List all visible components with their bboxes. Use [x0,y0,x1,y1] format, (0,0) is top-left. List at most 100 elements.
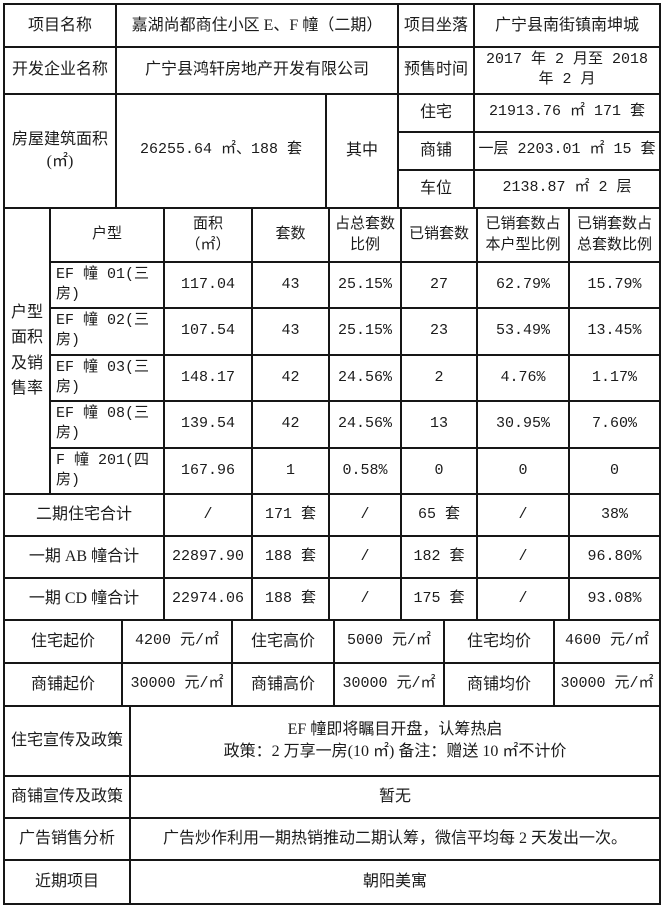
unit-name: EF 幢 01(三房) [49,260,165,309]
unit-ratio-total: 25.15% [328,307,402,356]
summary-sold-ratio-type: / [476,535,570,579]
col-header-sold: 已销套数 [400,206,478,263]
unit-count: 42 [251,353,330,402]
unit-area: 107.54 [163,307,253,356]
unit-sold-ratio-total: 13.45% [568,307,661,356]
building-area-value: 26255.64 ㎡、188 套 [115,92,327,209]
unit-sold-ratio-type: 30.95% [476,400,570,449]
recent-project-label: 近期项目 [3,859,131,905]
shop-high-price-label: 商铺高价 [231,662,335,707]
unit-count: 42 [251,400,330,449]
unit-row: F 幢 201(四房) 167.96 1 0.58% 0 0 0 [4,446,661,495]
breakdown-residential-label: 住宅 [397,92,475,133]
unit-ratio-total: 0.58% [328,446,402,495]
summary-label: 二期住宅合计 [3,493,165,537]
shop-start-price-value: 30000 元/㎡ [121,662,233,707]
table-row: 住宅宣传及政策 EF 幢即将瞩目开盘，认筹热启 政策：2 万享一房(10 ㎡) … [3,705,661,777]
summary-sold: 65 套 [400,493,478,537]
unit-area: 117.04 [163,260,253,309]
summary-ratio-total: / [328,493,402,537]
unit-name: EF 幢 03(三房) [49,353,165,402]
summary-label: 一期 CD 幢合计 [3,577,165,621]
unit-count: 1 [251,446,330,495]
breakdown-parking-label: 车位 [397,168,475,209]
summary-row: 一期 AB 幢合计 22897.90 188 套 / 182 套 / 96.80… [3,535,661,579]
breakdown-parking-value: 2138.87 ㎡ 2 层 [473,168,661,209]
unit-sold-ratio-type: 62.79% [476,260,570,309]
unit-sold-ratio-type: 53.49% [476,307,570,356]
unit-ratio-total: 24.56% [328,400,402,449]
project-name-value: 嘉湖尚都商住小区 E、F 幢（二期） [115,3,399,48]
col-header-ratio-total: 占总套数 比例 [328,206,402,263]
developer-label: 开发企业名称 [3,46,117,95]
residential-start-price-label: 住宅起价 [3,619,123,664]
unit-sold: 2 [400,353,478,402]
project-location-label: 项目坐落 [397,3,475,48]
unit-table-header-row: 户型面积及销售率 户型 面积 （㎡） 套数 占总套数 比例 已销套数 已销套数占… [3,206,661,495]
unit-sold-ratio-type: 0 [476,446,570,495]
residential-promo-value: EF 幢即将瞩目开盘，认筹热启 政策：2 万享一房(10 ㎡) 备注：赠送 10… [129,705,661,777]
summary-area: / [163,493,253,537]
table-row: 近期项目 朝阳美寓 [3,859,661,905]
section-label-unit-sales: 户型面积及销售率 [3,206,51,495]
summary-area: 22897.90 [163,535,253,579]
shop-high-price-value: 30000 元/㎡ [333,662,445,707]
col-header-unit-type: 户型 [49,206,165,263]
project-location-value: 广宁县南街镇南坤城 [473,3,661,48]
summary-count: 171 套 [251,493,330,537]
breakdown-shop-label: 商铺 [397,130,475,171]
breakdown-shop-value: 一层 2203.01 ㎡ 15 套 [473,130,661,171]
unit-row: EF 幢 08(三房) 139.54 42 24.56% 13 30.95% 7… [4,400,661,449]
unit-sold: 27 [400,260,478,309]
price-table: 住宅起价 4200 元/㎡ 住宅高价 5000 元/㎡ 住宅均价 4600 元/… [3,619,661,707]
residential-start-price-value: 4200 元/㎡ [121,619,233,664]
unit-sold-ratio-total: 15.79% [568,260,661,309]
presale-time-label: 预售时间 [397,46,475,95]
summary-sold-ratio-total: 96.80% [568,535,661,579]
summary-sold-ratio-total: 93.08% [568,577,661,621]
unit-sold: 23 [400,307,478,356]
residential-avg-price-label: 住宅均价 [443,619,555,664]
table-row: 商铺宣传及政策 暂无 [3,775,661,819]
notes-table: 住宅宣传及政策 EF 幢即将瞩目开盘，认筹热启 政策：2 万享一房(10 ㎡) … [3,705,661,905]
table-row: 车位 2138.87 ㎡ 2 层 [4,168,661,209]
developer-value: 广宁县鸿轩房地产开发有限公司 [115,46,399,95]
summary-sold-ratio-type: / [476,493,570,537]
unit-count: 43 [251,260,330,309]
summary-label: 一期 AB 幢合计 [3,535,165,579]
unit-sold-ratio-total: 7.60% [568,400,661,449]
recent-project-value: 朝阳美寓 [129,859,661,905]
table-row: 商铺 一层 2203.01 ㎡ 15 套 [4,130,661,171]
unit-sold-ratio-total: 1.17% [568,353,661,402]
summary-ratio-total: / [328,535,402,579]
shop-start-price-label: 商铺起价 [3,662,123,707]
unit-name: F 幢 201(四房) [49,446,165,495]
table-row: 房屋建筑面积 (㎡) 26255.64 ㎡、188 套 其中 住宅 21913.… [3,92,661,209]
unit-row: EF 幢 03(三房) 148.17 42 24.56% 2 4.76% 1.1… [4,353,661,402]
project-info-table: 项目名称 嘉湖尚都商住小区 E、F 幢（二期） 项目坐落 广宁县南街镇南坤城 开… [3,3,661,209]
summary-sold-ratio-total: 38% [568,493,661,537]
building-area-label: 房屋建筑面积 (㎡) [3,92,117,209]
price-row-shop: 商铺起价 30000 元/㎡ 商铺高价 30000 元/㎡ 商铺均价 30000… [3,662,661,707]
project-name-label: 项目名称 [3,3,117,48]
summary-ratio-total: / [328,577,402,621]
unit-ratio-total: 25.15% [328,260,402,309]
unit-area: 167.96 [163,446,253,495]
col-header-area: 面积 （㎡） [163,206,253,263]
residential-avg-price-value: 4600 元/㎡ [553,619,661,664]
shop-promo-value: 暂无 [129,775,661,819]
unit-name: EF 幢 02(三房) [49,307,165,356]
summary-area: 22974.06 [163,577,253,621]
price-row-residential: 住宅起价 4200 元/㎡ 住宅高价 5000 元/㎡ 住宅均价 4600 元/… [3,619,661,664]
breakdown-residential-value: 21913.76 ㎡ 171 套 [473,92,661,133]
col-header-sold-ratio-total: 已销套数占 总套数比例 [568,206,661,263]
presale-time-value: 2017 年 2 月至 2018 年 2 月 [473,46,661,95]
summary-sold: 182 套 [400,535,478,579]
summary-sold: 175 套 [400,577,478,621]
unit-area: 148.17 [163,353,253,402]
unit-area: 139.54 [163,400,253,449]
shop-promo-label: 商铺宣传及政策 [3,775,131,819]
unit-sold-ratio-type: 4.76% [476,353,570,402]
summary-count: 188 套 [251,535,330,579]
col-header-sold-ratio-type: 已销套数占 本户型比例 [476,206,570,263]
